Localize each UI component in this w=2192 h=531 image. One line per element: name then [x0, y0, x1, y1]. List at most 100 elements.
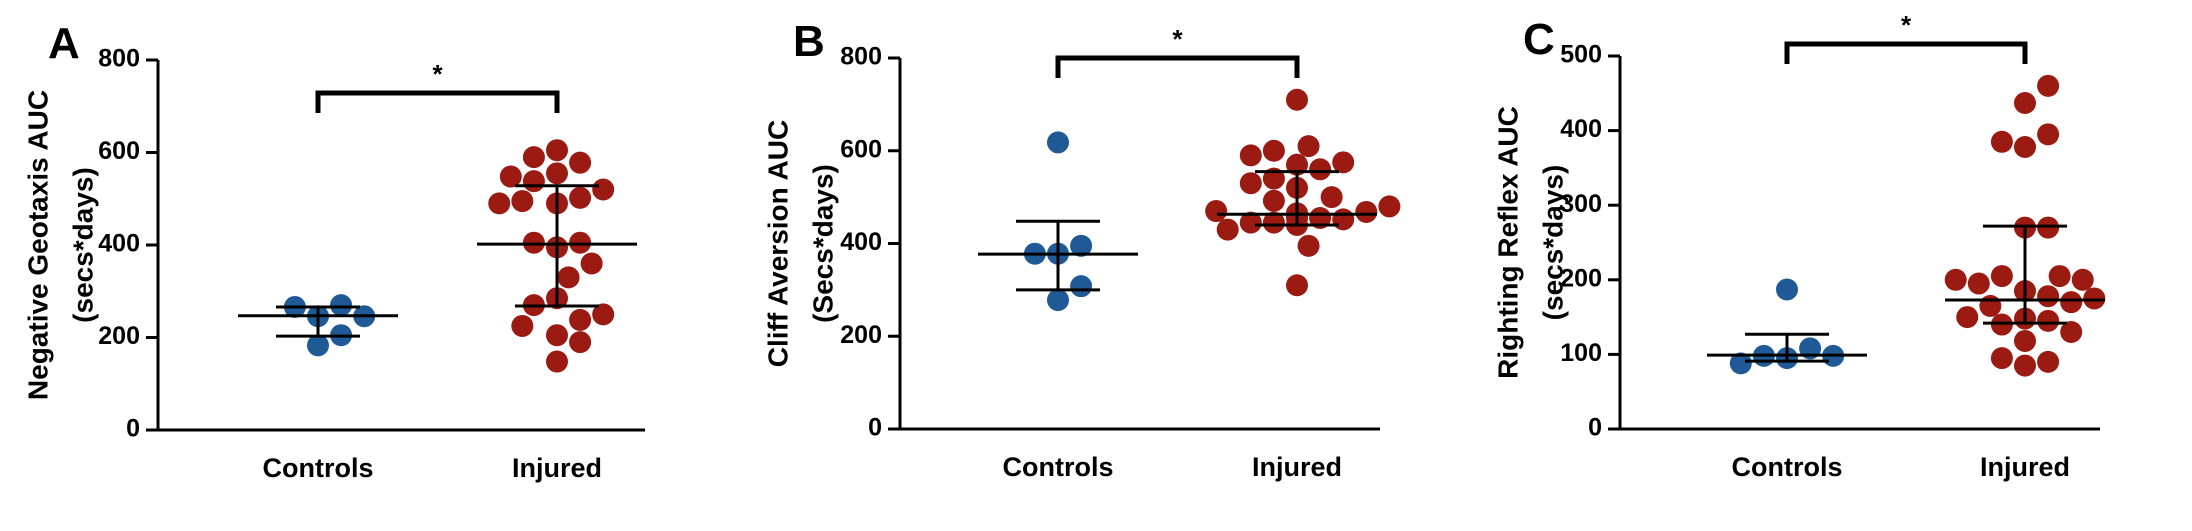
data-point-injured	[546, 162, 568, 185]
panel-letter: B	[793, 17, 825, 66]
data-point-injured	[1956, 306, 1979, 329]
data-point-injured	[1944, 268, 1967, 291]
y-tick-label: 500	[1560, 41, 1602, 69]
data-point-injured	[1205, 200, 1228, 223]
y-axis-label: (Secs*days)	[807, 164, 838, 323]
data-point-injured	[2060, 321, 2083, 344]
y-tick-label: 600	[840, 135, 882, 163]
data-point-controls	[1729, 352, 1752, 375]
data-point-injured	[569, 308, 592, 331]
data-point-injured	[2071, 268, 2094, 291]
x-category-label: Injured	[1252, 452, 1342, 482]
y-tick-label: 200	[840, 321, 882, 349]
data-point-injured	[569, 151, 592, 174]
panel-b: B Cliff Aversion AUC (Secs*days) 0 200 400 600…	[762, 17, 1401, 482]
data-point-injured	[1309, 158, 1332, 181]
data-point-injured	[1239, 211, 1262, 234]
data-point-injured	[1332, 151, 1355, 174]
y-tick-label: 0	[126, 415, 140, 443]
significance-bracket	[315, 90, 560, 113]
data-point-injured	[2037, 123, 2060, 146]
y-axis-label: Righting Reflex AUC	[1492, 106, 1523, 379]
y-tick-label: 400	[840, 228, 882, 256]
x-category-label: Injured	[512, 453, 602, 483]
data-point-injured	[488, 192, 511, 215]
data-point-injured	[1239, 172, 1262, 195]
data-point-injured	[1239, 144, 1262, 167]
significance-bracket	[1784, 41, 2028, 64]
data-point-injured	[1320, 186, 1343, 209]
data-point-injured	[1297, 135, 1320, 158]
data-point-injured	[1332, 208, 1355, 231]
data-point-controls	[330, 294, 353, 317]
y-tick-label: 600	[98, 137, 140, 165]
data-point-controls	[307, 334, 329, 357]
panel-c: C Righting Reflex AUC (secs*days) 0 100 200 30…	[1492, 10, 2106, 482]
data-point-controls	[1070, 275, 1093, 298]
data-point-injured	[1262, 139, 1285, 162]
data-point-injured	[557, 266, 580, 289]
data-point-injured	[522, 170, 545, 193]
y-tick-label: 300	[1560, 190, 1602, 218]
panel-a: A Negative Geotaxis AUC (secs*days) 0 200 400…	[22, 19, 645, 483]
panel-letter: A	[48, 19, 80, 68]
data-point-injured	[1979, 294, 2002, 317]
data-point-injured	[1990, 347, 2013, 370]
data-point-injured	[2014, 136, 2036, 159]
y-axis-label: (secs*days)	[1537, 165, 1568, 321]
data-point-injured	[2014, 354, 2036, 377]
data-point-controls	[1047, 289, 1069, 312]
data-point-injured	[2014, 329, 2036, 352]
data-point-controls	[1776, 278, 1798, 301]
significance-label: *	[432, 59, 443, 89]
significance-label: *	[1172, 24, 1183, 54]
data-point-controls	[1070, 234, 1093, 257]
x-category-label: Injured	[1980, 452, 2070, 482]
data-point-injured	[1378, 195, 1401, 218]
data-point-injured	[1990, 265, 2013, 288]
data-point-injured	[592, 178, 615, 201]
significance-label: *	[1901, 10, 1912, 40]
x-category-label: Controls	[1732, 452, 1843, 482]
y-tick-label: 400	[98, 230, 140, 258]
data-point-injured	[2037, 350, 2060, 373]
y-tick-label: 0	[868, 414, 882, 442]
data-point-injured	[1355, 200, 1378, 223]
data-point-injured	[580, 252, 603, 275]
data-point-injured	[2060, 291, 2083, 314]
data-point-injured	[2037, 309, 2060, 332]
y-tick-label: 800	[98, 45, 140, 73]
y-tick-label: 200	[98, 322, 140, 350]
y-tick-label: 0	[1588, 414, 1602, 442]
x-category-label: Controls	[263, 453, 374, 483]
significance-bracket	[1055, 55, 1300, 78]
data-point-injured	[1216, 218, 1239, 241]
y-tick-label: 100	[1560, 339, 1602, 367]
y-tick-label: 400	[1560, 115, 1602, 143]
data-point-injured	[546, 139, 568, 162]
data-point-injured	[2014, 91, 2036, 114]
data-point-injured	[1990, 130, 2013, 153]
data-point-injured	[1262, 189, 1285, 212]
x-category-label: Controls	[1003, 452, 1114, 482]
data-point-injured	[1967, 272, 1990, 295]
data-point-injured	[1262, 211, 1285, 234]
y-axis-label: Negative Geotaxis AUC	[22, 90, 53, 400]
data-point-controls	[1047, 131, 1069, 154]
data-point-injured	[1286, 274, 1308, 297]
data-point-injured	[2037, 74, 2060, 97]
y-axis-label: (secs*days)	[67, 167, 98, 323]
data-point-injured	[2048, 265, 2071, 288]
data-point-injured	[1297, 234, 1320, 257]
y-axis-label: Cliff Aversion AUC	[762, 120, 793, 367]
data-point-injured	[546, 350, 568, 373]
data-point-injured	[569, 186, 592, 209]
y-tick-label: 800	[840, 43, 882, 71]
data-point-injured	[1286, 88, 1308, 111]
data-point-injured	[499, 165, 522, 188]
data-point-injured	[569, 331, 592, 354]
panel-letter: C	[1523, 15, 1555, 64]
data-point-injured	[592, 303, 615, 326]
data-point-injured	[511, 190, 534, 213]
